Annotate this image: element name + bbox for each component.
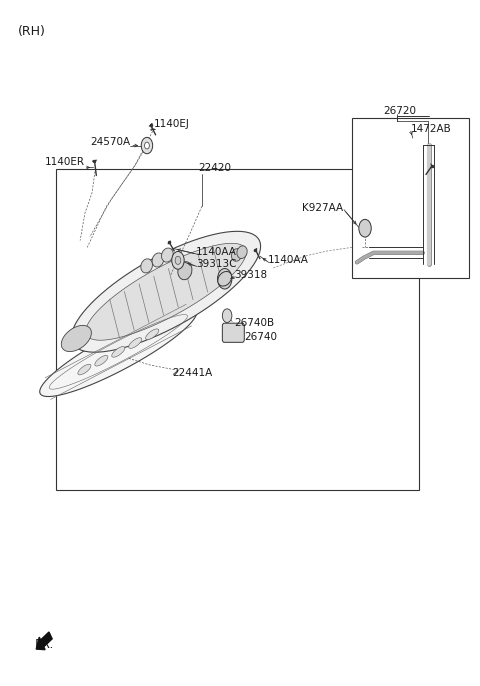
Circle shape bbox=[359, 220, 371, 237]
Circle shape bbox=[172, 252, 184, 269]
Text: 1140AA: 1140AA bbox=[268, 255, 309, 265]
Ellipse shape bbox=[129, 338, 142, 348]
Text: 26740B: 26740B bbox=[234, 318, 275, 328]
Ellipse shape bbox=[178, 261, 192, 280]
Text: K927AA: K927AA bbox=[302, 204, 343, 213]
Text: 1140AA: 1140AA bbox=[196, 247, 237, 257]
FancyBboxPatch shape bbox=[222, 323, 244, 342]
Text: (RH): (RH) bbox=[18, 25, 46, 38]
Text: 22441A: 22441A bbox=[172, 368, 213, 378]
Text: 24570A: 24570A bbox=[90, 137, 130, 147]
Polygon shape bbox=[72, 231, 261, 352]
Ellipse shape bbox=[95, 355, 108, 366]
Ellipse shape bbox=[231, 248, 242, 261]
Ellipse shape bbox=[152, 253, 164, 267]
Ellipse shape bbox=[112, 346, 125, 357]
Circle shape bbox=[217, 268, 232, 289]
Text: FR.: FR. bbox=[35, 639, 54, 652]
Bar bbox=[56, 169, 419, 490]
FancyArrow shape bbox=[36, 632, 52, 650]
Ellipse shape bbox=[237, 246, 247, 259]
Ellipse shape bbox=[61, 325, 91, 352]
Circle shape bbox=[175, 257, 181, 264]
Circle shape bbox=[144, 142, 149, 149]
Text: 22420: 22420 bbox=[199, 163, 231, 173]
Polygon shape bbox=[86, 244, 246, 340]
Ellipse shape bbox=[145, 329, 159, 340]
Circle shape bbox=[222, 309, 232, 322]
Text: 1140EJ: 1140EJ bbox=[154, 119, 190, 129]
Polygon shape bbox=[40, 307, 197, 397]
Text: 26740: 26740 bbox=[244, 332, 277, 342]
Text: 39313C: 39313C bbox=[196, 259, 237, 270]
Text: 1472AB: 1472AB bbox=[411, 124, 452, 134]
Ellipse shape bbox=[78, 364, 91, 375]
Text: 39318: 39318 bbox=[234, 270, 267, 280]
Ellipse shape bbox=[162, 248, 173, 262]
Text: 1140ER: 1140ER bbox=[45, 157, 84, 167]
Ellipse shape bbox=[218, 272, 232, 286]
Circle shape bbox=[141, 137, 153, 154]
Ellipse shape bbox=[141, 259, 153, 273]
Bar bbox=[352, 117, 469, 278]
Text: 26720: 26720 bbox=[383, 106, 416, 116]
